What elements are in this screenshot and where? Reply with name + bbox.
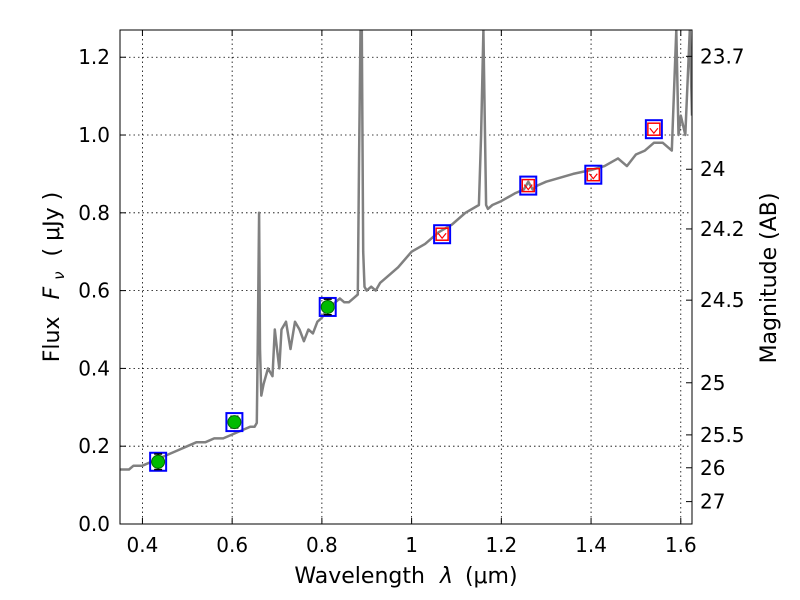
x-tick-label: 0.4 [127, 533, 159, 557]
y2-axis-label: Magnitude (AB) [757, 193, 782, 364]
y2-tick-label: 25 [700, 371, 725, 395]
upper-limit-arrow [523, 184, 533, 191]
y-tick-label: 0.0 [78, 512, 110, 536]
y-tick-label: 1.2 [78, 45, 110, 69]
upper-limit-arrow [649, 127, 659, 135]
upper-limit-arrow [588, 173, 598, 180]
y2-tick-label: 25.5 [700, 423, 745, 447]
x-axis: 0.4 0.6 0.8 1 1.2 1.4 1.6 [127, 30, 697, 557]
model-point [519, 175, 538, 196]
grid-layer [120, 30, 692, 525]
y-axis-label-sub: ν [50, 271, 68, 279]
y2-tick-label: 27 [700, 490, 725, 514]
y-axis-label-text: Flux [40, 316, 65, 362]
x-tick-label: 0.8 [306, 533, 338, 557]
x-axis-label-unit: (μm) [465, 564, 518, 589]
model-point [433, 224, 452, 245]
x-tick-label: 0.6 [216, 533, 248, 557]
y2-tick-label: 24.2 [700, 217, 745, 241]
plot-area [120, 30, 692, 472]
observed-point [320, 299, 335, 314]
y-tick-label: 0.2 [78, 434, 110, 458]
y-tick-label: 0.6 [78, 279, 110, 303]
observed-point [227, 415, 242, 430]
y-tick-label: 1.0 [78, 123, 110, 147]
y-axis-label-var: F [40, 286, 65, 299]
upper-limit-point [435, 227, 449, 241]
y2-tick-label: 23.7 [700, 44, 745, 68]
y-axis: 0.0 0.2 0.4 0.6 0.8 1.0 1.2 [78, 45, 126, 536]
y2-tick-label: 24.5 [700, 288, 745, 312]
plot-frame [119, 29, 693, 525]
y2-axis: 23.7 24 24.2 24.5 25 25.5 26 27 [686, 44, 745, 514]
model-point [644, 119, 663, 140]
y-axis-label: Flux F ν ( μJy ) [40, 192, 70, 362]
upper-limit-point [521, 178, 536, 193]
model-point [318, 296, 337, 317]
x-axis-label-var: λ [439, 564, 453, 589]
model-spectrum-line [120, 30, 692, 471]
x-tick-label: 1.2 [485, 533, 517, 557]
upper-limit-point [586, 167, 601, 182]
observed-point [151, 454, 166, 469]
y2-tick-label: 24 [700, 157, 725, 181]
y-tick-label: 0.4 [78, 356, 110, 380]
y2-tick-label: 26 [700, 456, 725, 480]
x-tick-label: 1.6 [665, 533, 697, 557]
model-point [584, 164, 603, 185]
x-axis-label-text: Wavelength [294, 564, 425, 589]
x-axis-label: Wavelength λ (μm) [294, 564, 517, 589]
x-tick-label: 1 [405, 533, 418, 557]
y-tick-label: 0.8 [78, 201, 110, 225]
x-tick-label: 1.4 [575, 533, 607, 557]
upper-limit-point [647, 122, 661, 136]
model-point [149, 451, 168, 472]
upper-limit-arrow [437, 232, 447, 240]
y-axis-label-unit: ( μJy ) [40, 192, 65, 257]
model-point [225, 412, 244, 433]
